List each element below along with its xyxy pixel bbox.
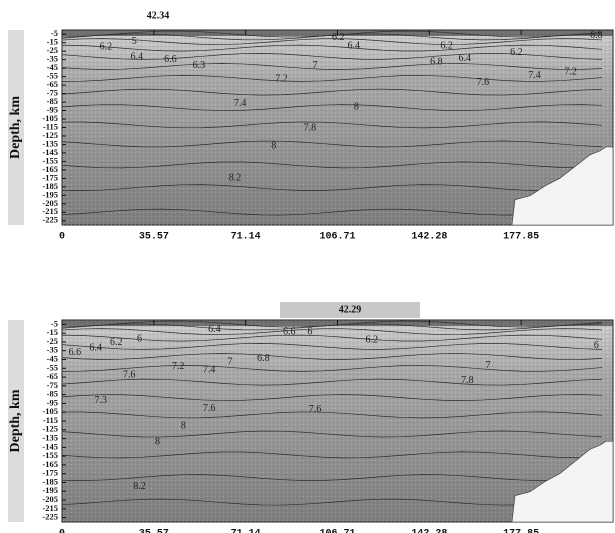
contour-label: 7.4: [528, 70, 541, 81]
contour-label: 6.2: [332, 32, 345, 43]
contour-label: 6.2: [510, 47, 523, 58]
contour-label: 6.4: [347, 40, 360, 51]
contour-label: 6.8: [590, 30, 603, 41]
contour-label: 8.2: [229, 173, 242, 184]
y-tick-label: -225: [42, 215, 58, 225]
contour-label: 6.2: [440, 40, 453, 51]
contour-label: 7: [227, 356, 232, 367]
contour-label: 6.6: [69, 347, 82, 358]
x-tick-label: 35.57: [139, 232, 169, 243]
y-axis-label: Depth, km: [8, 389, 23, 452]
contour-label: 7.8: [461, 375, 474, 386]
contour-label: 7.3: [94, 395, 107, 406]
contour-label: 7.8: [304, 123, 317, 134]
contour-label: 6.4: [89, 342, 102, 353]
contour-label: 7.4: [234, 98, 247, 109]
contour-label: 8: [271, 140, 276, 151]
x-tick-label: 0: [59, 232, 65, 243]
contour-label: 8: [155, 436, 160, 447]
contour-label: 6.4: [131, 51, 144, 62]
y-axis-label: Depth, km: [8, 96, 23, 159]
x-tick-label: 71.14: [231, 232, 261, 243]
x-tick-label: 71.14: [231, 529, 261, 533]
contour-label: 6.6: [283, 327, 296, 338]
x-tick-label: 0: [59, 529, 65, 533]
contour-label: 7: [313, 60, 318, 71]
contour-label: 6.8: [257, 353, 270, 364]
chart-title: 42.29: [339, 304, 362, 315]
x-tick-label: 142.28: [411, 232, 447, 243]
x-tick-label: 106.71: [319, 529, 355, 533]
x-tick-label: 35.57: [139, 529, 169, 533]
contour-label: 8: [354, 101, 359, 112]
contour-label: 8: [181, 421, 186, 432]
contour-label: 6.4: [459, 53, 472, 64]
contour-label: 8.2: [133, 481, 146, 492]
contour-label: 7.2: [172, 361, 185, 372]
contour-label: 7.6: [123, 370, 136, 381]
contour-label: 7: [485, 360, 490, 371]
contour-label: 7.4: [203, 364, 216, 375]
contour-label: 6: [594, 340, 599, 351]
x-tick-label: 177.85: [503, 232, 539, 243]
contour-label: 6.2: [100, 41, 113, 52]
y-tick-label: -225: [42, 512, 58, 522]
contour-label: 7.2: [275, 73, 288, 84]
x-tick-label: 177.85: [503, 529, 539, 533]
contour-label: 6.6: [164, 54, 177, 65]
contour-label: 6: [137, 334, 142, 345]
contour-label: 7.6: [309, 404, 322, 415]
figure: 42.34Depth, km-5-15-25-35-45-55-65-75-85…: [0, 0, 615, 533]
contour-label: 5: [132, 36, 137, 47]
contour-label: 6.8: [430, 57, 443, 68]
x-tick-label: 106.71: [319, 232, 355, 243]
contour-label: 7.6: [203, 403, 216, 414]
contour-label: 6.3: [193, 60, 206, 71]
contour-label: 6.2: [366, 334, 379, 345]
chart-title: 42.34: [147, 10, 170, 21]
contour-label: 7.2: [564, 67, 577, 78]
contour-label: 6.2: [110, 337, 123, 348]
x-tick-label: 142.28: [411, 529, 447, 533]
contour-label: 6: [307, 327, 312, 338]
contour-label: 7.6: [477, 77, 490, 88]
contour-label: 6.4: [208, 324, 221, 335]
